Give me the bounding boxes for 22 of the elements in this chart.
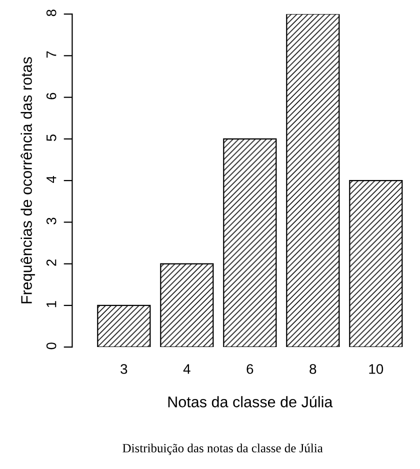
y-tick-label: 8 [46, 10, 56, 16]
y-tick-label: 7 [46, 51, 56, 58]
bar [97, 304, 151, 348]
x-tick-label: 8 [310, 364, 316, 374]
bar [223, 138, 277, 348]
bar [286, 14, 340, 348]
x-tick-label: 3 [120, 364, 128, 374]
text: Distribuição das notas da classe de Júlia [122, 444, 323, 455]
y-tick-label: 0 [46, 342, 56, 350]
y-tick-label: 3 [46, 218, 56, 224]
x-tick-label: 10 [369, 364, 384, 374]
y-tick-label: 4 [46, 176, 56, 183]
y-tick-label: 6 [46, 92, 56, 100]
x-axis-title: Notas da classe de Júlia [168, 396, 333, 408]
bar [160, 263, 214, 348]
y-tick-label: 1 [46, 301, 56, 308]
y-tick-label: 5 [46, 134, 56, 142]
x-tick-label: 6 [246, 364, 254, 374]
y-axis-title: Frequências de ocorrência das rotas [20, 57, 35, 304]
y-tick-label: 2 [46, 259, 56, 266]
bar [349, 180, 403, 348]
x-tick-label: 4 [183, 364, 190, 374]
